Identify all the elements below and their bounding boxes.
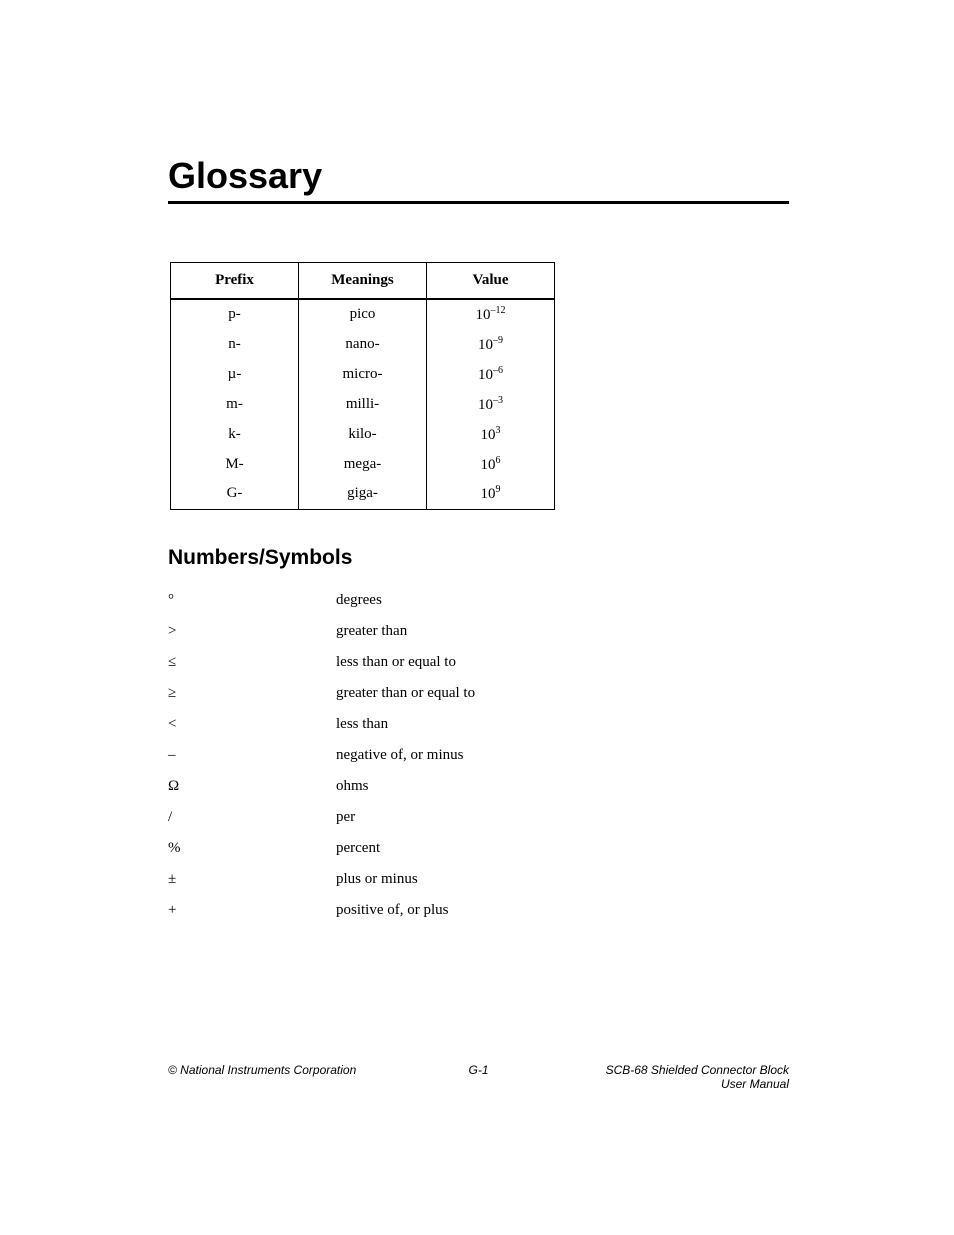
symbol: ≥ xyxy=(168,685,336,702)
title-underline xyxy=(168,201,789,204)
cell-prefix: m- xyxy=(171,389,299,419)
table-row: m-milli-10–3 xyxy=(171,389,555,419)
cell-value: 103 xyxy=(427,419,555,449)
symbol-list-item: <less than xyxy=(168,716,789,733)
symbol-list-item: /per xyxy=(168,809,789,826)
table-row: M-mega-106 xyxy=(171,449,555,479)
page-footer: © National Instruments Corporation G-1 S… xyxy=(168,1063,789,1091)
cell-value: 10–12 xyxy=(427,299,555,329)
table-row: k-kilo-103 xyxy=(171,419,555,449)
symbol-definition: plus or minus xyxy=(336,871,418,888)
symbol-definition: negative of, or minus xyxy=(336,747,463,764)
symbol-definition: greater than xyxy=(336,623,407,640)
symbol-definition: percent xyxy=(336,840,380,857)
symbol-list-item: –negative of, or minus xyxy=(168,747,789,764)
symbol-definition: ohms xyxy=(336,778,369,795)
symbol: Ω xyxy=(168,778,336,795)
cell-prefix: µ- xyxy=(171,359,299,389)
cell-value: 10–6 xyxy=(427,359,555,389)
page-container: Glossary Prefix Meanings Value p-pico10–… xyxy=(0,0,954,919)
symbol-list-item: ≥greater than or equal to xyxy=(168,685,789,702)
symbol-definition: degrees xyxy=(336,592,382,609)
symbol: / xyxy=(168,809,336,826)
symbol-definition: less than or equal to xyxy=(336,654,456,671)
footer-manual-title: SCB-68 Shielded Connector Block User Man… xyxy=(582,1063,789,1091)
page-title: Glossary xyxy=(168,155,789,197)
cell-value: 106 xyxy=(427,449,555,479)
symbol: % xyxy=(168,840,336,857)
symbols-section-title: Numbers/Symbols xyxy=(168,546,789,570)
cell-meaning: pico xyxy=(299,299,427,329)
cell-prefix: M- xyxy=(171,449,299,479)
cell-meaning: mega- xyxy=(299,449,427,479)
symbol-list-item: °degrees xyxy=(168,592,789,609)
table-body: p-pico10–12n-nano-10–9µ-micro-10–6m-mill… xyxy=(171,299,555,509)
symbol-list-item: %percent xyxy=(168,840,789,857)
header-prefix: Prefix xyxy=(171,263,299,300)
header-value: Value xyxy=(427,263,555,300)
symbol: < xyxy=(168,716,336,733)
symbol-list-item: Ωohms xyxy=(168,778,789,795)
symbols-list: °degrees>greater than≤less than or equal… xyxy=(168,592,789,919)
cell-value: 109 xyxy=(427,479,555,509)
cell-value: 10–3 xyxy=(427,389,555,419)
cell-prefix: n- xyxy=(171,329,299,359)
symbol: > xyxy=(168,623,336,640)
cell-prefix: p- xyxy=(171,299,299,329)
symbol: ± xyxy=(168,871,336,888)
symbol-definition: per xyxy=(336,809,355,826)
cell-meaning: nano- xyxy=(299,329,427,359)
header-meanings: Meanings xyxy=(299,263,427,300)
footer-copyright: © National Instruments Corporation xyxy=(168,1063,375,1077)
symbol-list-item: +positive of, or plus xyxy=(168,902,789,919)
symbol-list-item: ±plus or minus xyxy=(168,871,789,888)
symbol-list-item: >greater than xyxy=(168,623,789,640)
symbol: ≤ xyxy=(168,654,336,671)
symbol-list-item: ≤less than or equal to xyxy=(168,654,789,671)
table-header-row: Prefix Meanings Value xyxy=(171,263,555,300)
symbol-definition: greater than or equal to xyxy=(336,685,475,702)
symbol: – xyxy=(168,747,336,764)
cell-meaning: milli- xyxy=(299,389,427,419)
symbol-definition: positive of, or plus xyxy=(336,902,449,919)
cell-prefix: G- xyxy=(171,479,299,509)
table-row: µ-micro-10–6 xyxy=(171,359,555,389)
cell-meaning: micro- xyxy=(299,359,427,389)
footer-page-number: G-1 xyxy=(375,1063,582,1077)
symbol: + xyxy=(168,902,336,919)
prefix-table: Prefix Meanings Value p-pico10–12n-nano-… xyxy=(170,262,555,510)
table-row: p-pico10–12 xyxy=(171,299,555,329)
cell-prefix: k- xyxy=(171,419,299,449)
table-row: n-nano-10–9 xyxy=(171,329,555,359)
cell-meaning: kilo- xyxy=(299,419,427,449)
cell-meaning: giga- xyxy=(299,479,427,509)
symbol-definition: less than xyxy=(336,716,388,733)
table-row: G-giga-109 xyxy=(171,479,555,509)
symbol: ° xyxy=(168,592,336,609)
cell-value: 10–9 xyxy=(427,329,555,359)
